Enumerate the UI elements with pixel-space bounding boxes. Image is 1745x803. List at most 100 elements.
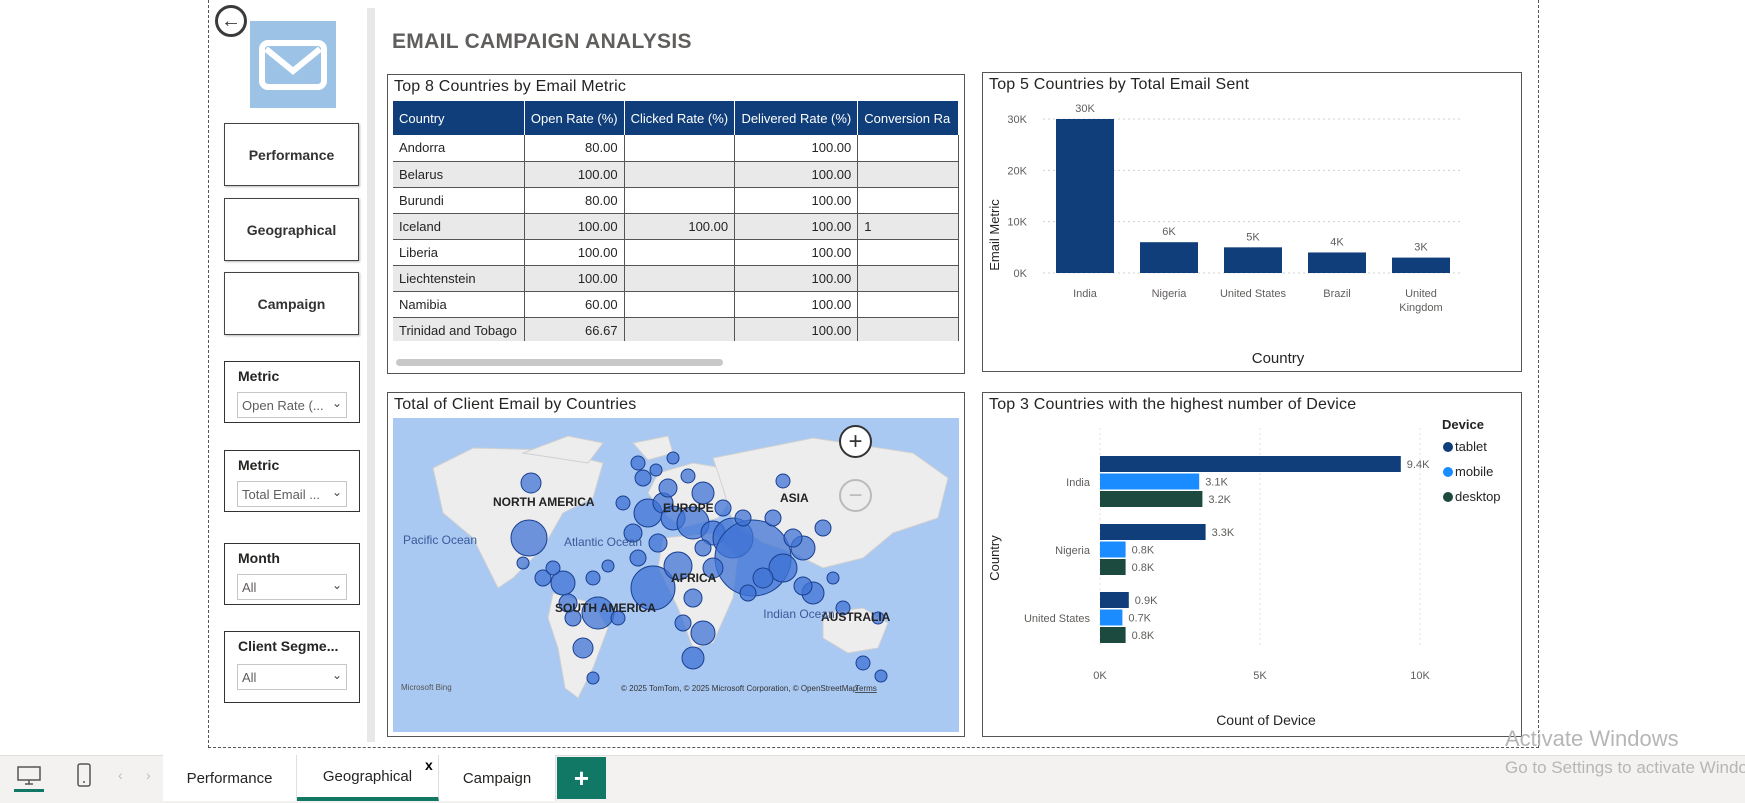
legend[interactable]: tablet mobile desktop (1443, 439, 1501, 504)
chevron-down-icon: ⌄ (331, 668, 342, 682)
table-cell (624, 187, 736, 214)
scroll-tabs-left-icon[interactable]: ‹ (118, 767, 123, 783)
map-bubble (623, 523, 643, 543)
map-bubble (615, 495, 631, 511)
map-bubble (510, 519, 548, 557)
metric-dropdown-1[interactable]: Open Rate (... ⌄ (237, 392, 347, 418)
metric-dropdown-2[interactable]: Total Email ... ⌄ (237, 481, 347, 507)
map-terms-link: Terms (855, 684, 877, 693)
add-page-button[interactable]: + (557, 757, 606, 799)
map-bubble (739, 584, 757, 602)
nav-geographical-button[interactable]: Geographical (224, 198, 359, 261)
data-label: 3.1K (1205, 477, 1228, 489)
column-header[interactable]: Country (393, 101, 525, 135)
horizontal-scrollbar[interactable] (396, 359, 723, 366)
email-logo-icon (250, 21, 336, 108)
ocean-label: Pacific Ocean (403, 533, 477, 547)
column-header[interactable]: Conversion Ra (857, 101, 959, 135)
client-email-map-visual[interactable]: Total of Client Email by Countries NORTH… (387, 392, 965, 737)
table-row[interactable]: Andorra 80.00 100.00 (393, 135, 959, 162)
map-bubble (855, 655, 871, 671)
map-bubble (702, 557, 724, 579)
data-label: 0.8K (1132, 562, 1155, 574)
data-label: 0.8K (1132, 545, 1155, 557)
x-tick-label: India (1073, 288, 1098, 300)
activation-watermark-text: Go to Settings to activate Windows. (1505, 758, 1745, 777)
back-arrow-icon[interactable]: ← (215, 5, 247, 37)
map-bubble (768, 553, 798, 583)
map-bubble (610, 610, 626, 626)
table-cell: 100.00 (734, 187, 859, 214)
map-bubble (752, 567, 774, 589)
ocean-labels: Pacific Ocean Atlantic Ocean Indian Ocea… (403, 533, 835, 621)
map-bubble (585, 570, 601, 586)
y-axis-title: Country (987, 535, 1002, 581)
device-bar-chart-visual[interactable]: Top 3 Countries with the highest number … (982, 392, 1522, 737)
table-cell: Trinidad and Tobago (393, 317, 525, 341)
top-countries-table-visual[interactable]: Top 8 Countries by Email Metric Country … (387, 74, 965, 374)
table-row[interactable]: Burundi 80.00 100.00 (393, 187, 959, 214)
continent-label: SOUTH AMERICA (555, 601, 656, 615)
x-tick-label: Brazil (1323, 288, 1351, 300)
table-row[interactable]: Namibia 60.00 100.00 (393, 291, 959, 318)
y-tick-label: India (1066, 477, 1091, 489)
month-slicer: Month All ⌄ (224, 543, 360, 605)
map-bubble (874, 669, 888, 683)
map-bubble (826, 571, 840, 585)
close-tab-icon[interactable]: x (425, 757, 433, 773)
map-bubble (520, 472, 542, 494)
scroll-tabs-right-icon[interactable]: › (146, 767, 151, 783)
x-axis-title: Count of Device (1216, 712, 1316, 728)
map-bubble (516, 556, 530, 570)
y-tick-label: 30K (1007, 114, 1027, 126)
column-header[interactable]: Delivered Rate (%) (734, 101, 859, 135)
x-tick-label: 0K (1093, 670, 1107, 682)
map-bubble (775, 473, 791, 489)
pane-divider (367, 8, 375, 742)
table-cell (624, 291, 736, 318)
data-label: 3.3K (1212, 527, 1235, 539)
table-cell: Namibia (393, 291, 525, 318)
slicer-label: Metric (238, 368, 280, 384)
bubble-map[interactable]: NORTH AMERICA EUROPE ASIA AFRICA SOUTH A… (393, 418, 959, 732)
map-canvas: NORTH AMERICA EUROPE ASIA AFRICA SOUTH A… (401, 435, 949, 699)
y-tick-label: Nigeria (1055, 545, 1091, 557)
table-cell: 100.00 (734, 161, 859, 188)
chevron-down-icon: ⌄ (331, 396, 342, 410)
tab-performance[interactable]: Performance (163, 755, 297, 801)
table-cell: 66.67 (524, 317, 625, 341)
table-row[interactable]: Liechtenstein 100.00 100.00 (393, 265, 959, 292)
mobile-view-icon[interactable] (72, 760, 96, 790)
legend-marker (1443, 467, 1453, 477)
zoom-out-button[interactable]: − (839, 479, 872, 512)
desktop-view-icon[interactable] (14, 762, 44, 792)
table-row[interactable]: Belarus 100.00 100.00 (393, 161, 959, 188)
slicer-label: Client Segme... (238, 638, 339, 654)
nav-performance-button[interactable]: Performance (224, 123, 359, 186)
table-row[interactable]: Iceland 100.00 100.00 100.00 1 (393, 213, 959, 240)
visual-title: Top 3 Countries with the highest number … (989, 396, 1357, 413)
tab-campaign[interactable]: Campaign (439, 755, 556, 801)
column-header[interactable]: Open Rate (%) (524, 101, 625, 135)
column-header[interactable]: Clicked Rate (%) (624, 101, 736, 135)
ocean-label: Atlantic Ocean (564, 535, 642, 549)
slicer-label: Month (238, 550, 280, 566)
bubble-layer (510, 451, 888, 685)
zoom-in-button[interactable]: + (839, 425, 872, 458)
table-row[interactable]: Trinidad and Tobago 66.67 100.00 (393, 317, 959, 341)
x-tick-label: 5K (1253, 670, 1267, 682)
table-row[interactable]: Liberia 100.00 100.00 (393, 239, 959, 266)
data-label: 3K (1414, 242, 1428, 254)
bar-mobile (1100, 473, 1200, 490)
map-bubble (572, 637, 594, 659)
client-segment-dropdown[interactable]: All ⌄ (237, 664, 347, 690)
continent-label: AUSTRALIA (821, 610, 891, 624)
table-cell: Iceland (393, 213, 525, 240)
map-attribution: © 2025 TomTom, © 2025 Microsoft Corporat… (621, 684, 858, 693)
table-cell: 60.00 (524, 291, 625, 318)
tab-geographical[interactable]: Geographical (297, 755, 439, 801)
top-countries-bar-chart-visual[interactable]: Top 5 Countries by Total Email Sent Emai… (982, 72, 1522, 372)
map-bubble (871, 611, 885, 625)
month-dropdown[interactable]: All ⌄ (237, 574, 347, 600)
nav-campaign-button[interactable]: Campaign (224, 272, 359, 335)
